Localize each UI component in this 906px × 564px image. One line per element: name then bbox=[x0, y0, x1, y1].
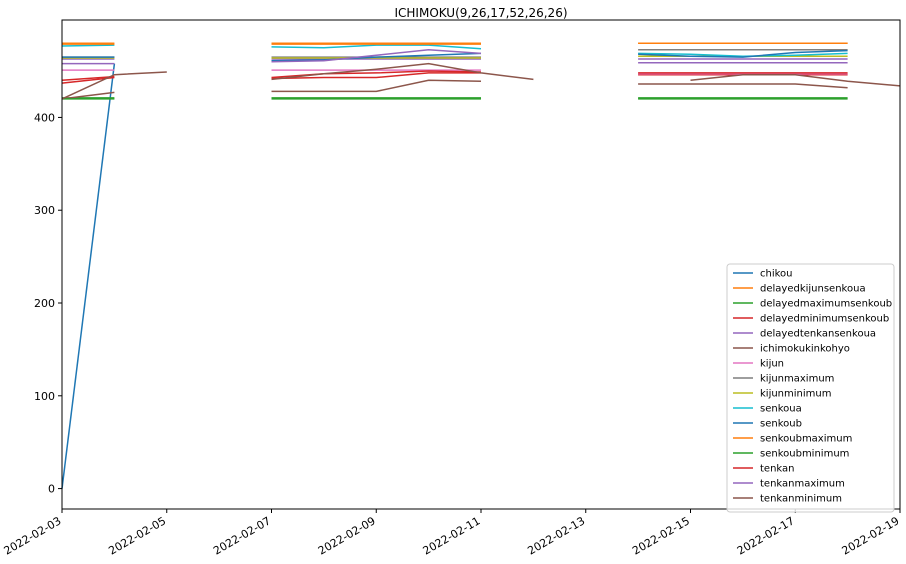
legend-box bbox=[726, 263, 895, 513]
legend-item-senkoubmaximum: senkoubmaximum bbox=[733, 434, 852, 445]
legend-label: kijunminimum bbox=[760, 389, 831, 400]
series-tenkanminimum bbox=[61, 62, 901, 100]
series-line-tenkanminimum bbox=[271, 62, 534, 81]
y-tick-label: 200 bbox=[34, 297, 55, 310]
y-tick-label: 100 bbox=[34, 390, 55, 403]
legend-label: delayedkijunsenkoua bbox=[760, 284, 866, 295]
legend-item-tenkanmaximum: tenkanmaximum bbox=[733, 479, 845, 490]
series-line-ichimokukinkohyo bbox=[61, 91, 115, 100]
x-tick-label: 2022-02-07 bbox=[211, 514, 273, 557]
series-line-senkoua bbox=[61, 44, 115, 47]
legend-item-delayedkijunsenkoua: delayedkijunsenkoua bbox=[733, 284, 866, 295]
legend-label: delayedminimumsenkoub bbox=[760, 314, 889, 325]
legend-label: tenkanminimum bbox=[760, 494, 842, 505]
x-tick-label: 2022-02-05 bbox=[106, 514, 168, 557]
legend-label: senkoub bbox=[760, 419, 802, 430]
legend-item-ichimokukinkohyo: ichimokukinkohyo bbox=[733, 344, 850, 355]
series-chikou bbox=[61, 63, 116, 489]
series-line-senkoua bbox=[638, 52, 848, 57]
legend-item-kijunmaximum: kijunmaximum bbox=[733, 374, 834, 385]
x-tick-label: 2022-02-13 bbox=[525, 514, 587, 557]
series-line-ichimokukinkohyo bbox=[638, 83, 848, 89]
legend-label: senkoubmaximum bbox=[760, 434, 852, 445]
series-line-tenkan bbox=[61, 75, 115, 82]
legend-item-senkoua: senkoua bbox=[733, 404, 802, 415]
y-tick-label: 300 bbox=[34, 204, 55, 217]
legend-label: delayedtenkansenkoua bbox=[760, 329, 876, 340]
x-tick-label: 2022-02-19 bbox=[840, 514, 902, 557]
legend-label: chikou bbox=[760, 269, 793, 280]
legend-item-tenkanminimum: tenkanminimum bbox=[733, 494, 842, 505]
legend-label: ichimokukinkohyo bbox=[760, 344, 850, 355]
legend-label: delayedmaximumsenkoub bbox=[760, 299, 892, 310]
series-senkoubmaximum bbox=[62, 42, 848, 45]
legend-label: tenkan bbox=[760, 464, 795, 475]
series-line-tenkanminimum bbox=[61, 71, 167, 100]
chart-title: ICHIMOKU(9,26,17,52,26,26) bbox=[394, 6, 567, 20]
series-line-chikou bbox=[61, 63, 116, 489]
x-tick-label: 2022-02-15 bbox=[630, 514, 692, 557]
x-axis: 2022-02-03 2022-02-05 2022-02-07 2022-02-09… bbox=[2, 509, 902, 558]
legend-label: kijun bbox=[760, 359, 784, 370]
legend-item-kijun: kijun bbox=[733, 359, 784, 370]
series-ichimokukinkohyo bbox=[61, 79, 848, 100]
y-tick-label: 400 bbox=[34, 111, 55, 124]
legend-item-delayedmaximumsenkoub: delayedmaximumsenkoub bbox=[733, 299, 892, 310]
series-senkoua bbox=[61, 44, 848, 57]
legend-item-senkoubminimum: senkoubminimum bbox=[733, 449, 849, 460]
series-line-senkoua bbox=[271, 44, 482, 50]
legend-label: kijunmaximum bbox=[760, 374, 834, 385]
legend-item-delayedtenkansenkoua: delayedtenkansenkoua bbox=[733, 329, 876, 340]
x-tick-label: 2022-02-11 bbox=[421, 514, 483, 557]
series-line-tenkanmaximum bbox=[271, 48, 482, 63]
series-line-ichimokukinkohyo bbox=[271, 79, 482, 93]
x-tick-label: 2022-02-03 bbox=[2, 514, 64, 557]
legend-item-kijunminimum: kijunminimum bbox=[733, 389, 831, 400]
legend-item-tenkan: tenkan bbox=[733, 464, 795, 475]
legend: chikou delayedkijunsenkoua delayedmaximums… bbox=[726, 263, 895, 513]
y-tick-label: 0 bbox=[48, 483, 55, 496]
series-kijun bbox=[62, 69, 848, 75]
legend-label: senkoubminimum bbox=[760, 449, 849, 460]
series-senkoub bbox=[62, 49, 848, 62]
series-line-tenkanminimum bbox=[690, 73, 901, 87]
legend-item-delayedminimumsenkoub: delayedminimumsenkoub bbox=[733, 314, 889, 325]
x-tick-label: 2022-02-17 bbox=[735, 514, 797, 557]
series-tenkanmaximum bbox=[62, 48, 848, 65]
legend-item-chikou: chikou bbox=[733, 269, 793, 280]
legend-label: tenkanmaximum bbox=[760, 479, 845, 490]
series-line-senkoub bbox=[638, 49, 848, 58]
series-line-delayedminimumsenkoub bbox=[271, 72, 481, 80]
legend-label: senkoua bbox=[760, 404, 802, 415]
y-axis: 0 100 200 300 400 bbox=[34, 111, 62, 496]
plot-lines bbox=[61, 42, 901, 489]
x-tick-label: 2022-02-09 bbox=[316, 514, 378, 557]
legend-item-senkoub: senkoub bbox=[733, 419, 802, 430]
series-line-senkoub bbox=[271, 52, 482, 62]
